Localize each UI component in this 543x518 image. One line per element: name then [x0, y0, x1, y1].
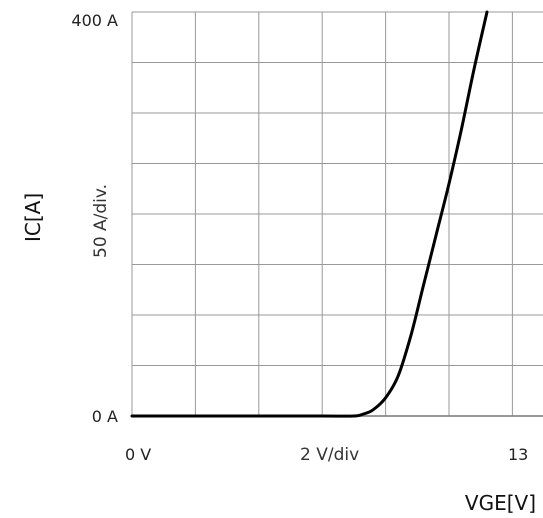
x-scale-label: 2 V/div — [300, 445, 359, 465]
x-axis-title: VGE[V] — [465, 491, 536, 515]
y-axis-title: IC[A] — [21, 193, 45, 242]
y-tick-max: 400 A — [71, 11, 118, 30]
x-tick-min: 0 V — [125, 445, 151, 464]
y-scale-label: 50 A/div. — [91, 184, 111, 258]
grid — [131, 11, 543, 417]
y-tick-min: 0 A — [92, 407, 118, 426]
ic-vge-curve — [130, 10, 489, 418]
x-tick-max: 13 — [508, 445, 528, 464]
